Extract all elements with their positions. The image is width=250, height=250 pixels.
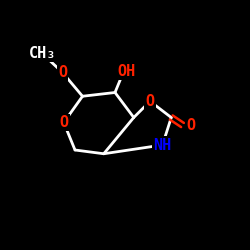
Text: O: O: [187, 118, 196, 132]
Text: NH: NH: [154, 138, 172, 152]
Text: O: O: [58, 65, 67, 80]
Text: O: O: [59, 115, 68, 130]
Text: OH: OH: [117, 64, 136, 79]
Text: CH₃: CH₃: [29, 46, 56, 61]
Text: O: O: [146, 94, 154, 109]
